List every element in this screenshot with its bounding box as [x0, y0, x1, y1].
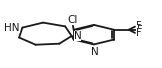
- Text: N: N: [91, 47, 98, 57]
- Text: N: N: [74, 31, 81, 41]
- Text: F: F: [136, 21, 141, 31]
- Text: Cl: Cl: [68, 15, 78, 25]
- Text: F: F: [137, 25, 142, 35]
- Text: HN: HN: [4, 23, 20, 33]
- Text: F: F: [136, 28, 141, 38]
